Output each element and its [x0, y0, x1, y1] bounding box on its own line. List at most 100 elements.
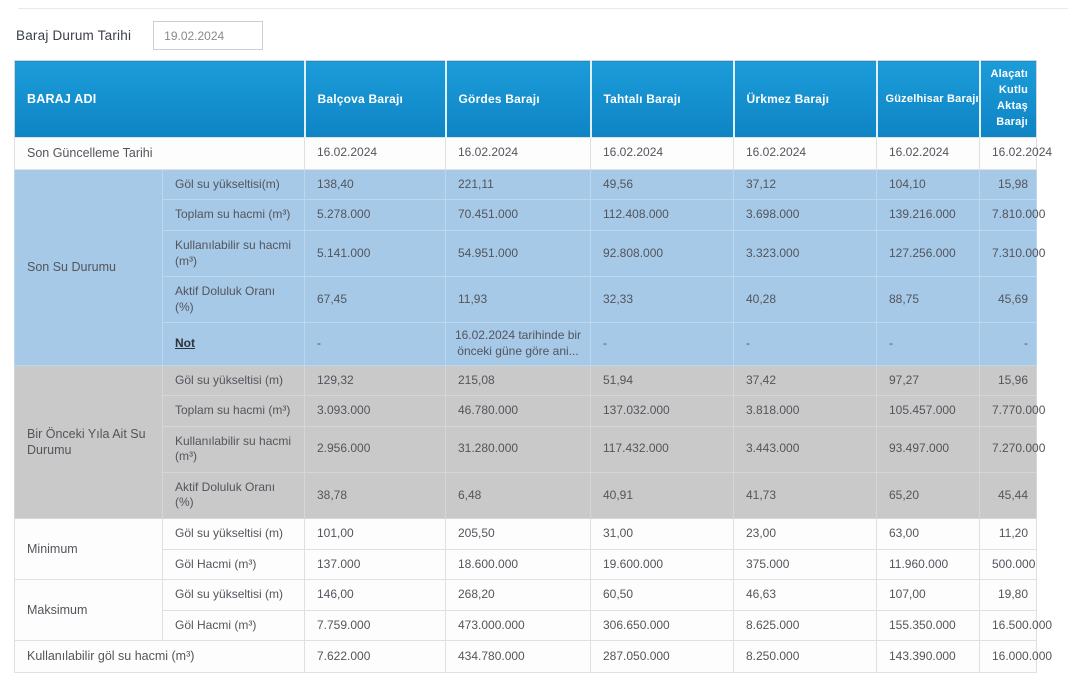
value-cell: 16.02.2024	[445, 136, 591, 170]
value-cell: 49,56	[590, 168, 734, 201]
date-filter-input[interactable]	[153, 21, 264, 50]
value-cell: 5.278.000	[304, 199, 446, 231]
section-label-minimum: Minimum	[14, 518, 163, 581]
value-cell: -	[876, 322, 980, 366]
value-cell: 8.250.000	[733, 640, 877, 673]
value-cell: 205,50	[445, 518, 591, 550]
value-cell: 137.000	[304, 548, 446, 581]
table-row: Maksimum Göl su yükseltisi (m) 146,00 26…	[14, 579, 1037, 642]
date-filter-label: Baraj Durum Tarihi	[16, 28, 132, 43]
value-cell: 287.050.000	[590, 640, 734, 673]
value-cell: 16.02.2024	[733, 136, 877, 170]
row-label: Göl su yükseltisi(m)	[162, 168, 305, 201]
column-header-balcova: Balçova Barajı	[303, 60, 446, 138]
table-row: Aktif Doluluk Oranı (%) 38,78 6,48 40,91…	[15, 471, 1037, 520]
value-cell: 6,48	[445, 471, 591, 520]
value-cell: 97,27	[876, 364, 980, 397]
table-row: Kullanılabilir göl su hacmi (m³) 7.622.0…	[14, 640, 1052, 673]
value-cell: 88,75	[876, 276, 980, 324]
row-label: Göl su yükseltisi (m)	[162, 364, 305, 397]
table-header-row: BARAJ ADI Balçova Barajı Gördes Barajı T…	[14, 60, 1037, 138]
table-row: Toplam su hacmi (m³) 5.278.000 70.451.00…	[15, 199, 1045, 231]
value-cell: 51,94	[590, 364, 734, 397]
value-cell: 19,80	[979, 579, 1037, 611]
value-cell: 11,93	[445, 276, 591, 324]
value-cell: 18.600.000	[445, 548, 591, 581]
row-label: Aktif Doluluk Oranı (%)	[162, 276, 305, 324]
value-cell: 104,10	[876, 168, 980, 201]
value-cell: 40,28	[733, 276, 877, 324]
value-cell: 112.408.000	[590, 199, 734, 231]
value-cell: 40,91	[590, 471, 734, 520]
row-label-not: Not	[162, 322, 305, 366]
value-cell: 37,12	[733, 168, 877, 201]
table-row: Kullanılabilir su hacmi (m³) 5.141.000 5…	[15, 229, 1045, 278]
table-row: Toplam su hacmi (m³) 3.093.000 46.780.00…	[15, 395, 1045, 427]
value-cell: 3.818.000	[733, 395, 877, 427]
value-cell: 67,45	[304, 276, 446, 324]
value-cell: 3.698.000	[733, 199, 877, 231]
value-cell: 268,20	[445, 579, 591, 611]
value-cell: 46.780.000	[445, 395, 591, 427]
value-cell: 23,00	[733, 518, 877, 550]
section-label-son-su-durumu: Son Su Durumu	[14, 168, 163, 366]
value-cell: 3.323.000	[733, 229, 877, 278]
value-cell: 3.443.000	[733, 425, 877, 473]
value-cell: 15,96	[979, 364, 1037, 397]
value-cell: 434.780.000	[445, 640, 591, 673]
column-header-tahtali: Tahtalı Barajı	[589, 60, 734, 138]
row-label: Son Güncelleme Tarihi	[14, 136, 305, 170]
column-header-gordes: Gördes Barajı	[444, 60, 591, 138]
value-cell: 143.390.000	[876, 640, 980, 673]
value-cell: 8.625.000	[733, 609, 877, 642]
value-cell: 45,44	[979, 471, 1037, 520]
value-cell: 138,40	[304, 168, 446, 201]
value-cell: 139.216.000	[876, 199, 980, 231]
row-label-kullanilabilir-gol: Kullanılabilir göl su hacmi (m³)	[14, 640, 305, 673]
value-cell: -	[304, 322, 446, 366]
value-cell: 473.000.000	[445, 609, 591, 642]
value-cell: 37,42	[733, 364, 877, 397]
value-cell: 2.956.000	[304, 425, 446, 473]
value-cell: 7.310.000	[979, 229, 1045, 278]
table-row: Minimum Göl su yükseltisi (m) 101,00 205…	[14, 518, 1037, 581]
table-row: Not - 16.02.2024 tarihinde bir önceki gü…	[15, 322, 1037, 366]
dam-status-page: Baraj Durum Tarihi BARAJ ADI Balçova Bar…	[0, 8, 1072, 673]
value-cell: 16.02.2024	[876, 136, 980, 170]
value-cell: 375.000	[733, 548, 877, 581]
column-header-baraj-adi: BARAJ ADI	[14, 60, 305, 138]
value-cell: 146,00	[304, 579, 446, 611]
table-row: Aktif Doluluk Oranı (%) 67,45 11,93 32,3…	[15, 276, 1037, 324]
value-cell: 7.759.000	[304, 609, 446, 642]
value-cell: 3.093.000	[304, 395, 446, 427]
table-row: Son Güncelleme Tarihi 16.02.2024 16.02.2…	[14, 136, 1052, 170]
value-cell: 16.000.000	[979, 640, 1052, 673]
table-row: Bir Önceki Yıla Ait Su Durumu Göl su yük…	[14, 364, 1037, 520]
filter-bar: Baraj Durum Tarihi	[0, 9, 1072, 60]
value-cell: 306.650.000	[590, 609, 734, 642]
value-cell: 31,00	[590, 518, 734, 550]
row-label: Toplam su hacmi (m³)	[162, 199, 305, 231]
value-cell: 16.02.2024	[304, 136, 446, 170]
value-cell: 129,32	[304, 364, 446, 397]
value-cell: 19.600.000	[590, 548, 734, 581]
row-label: Göl su yükseltisi (m)	[162, 579, 305, 611]
value-cell: 38,78	[304, 471, 446, 520]
value-cell: 11,20	[979, 518, 1037, 550]
value-cell: 105.457.000	[876, 395, 980, 427]
value-cell: -	[733, 322, 877, 366]
value-cell: 46,63	[733, 579, 877, 611]
row-label: Kullanılabilir su hacmi (m³)	[162, 425, 305, 473]
value-cell: 60,50	[590, 579, 734, 611]
table-row: Göl Hacmi (m³) 137.000 18.600.000 19.600…	[15, 548, 1037, 581]
value-cell: 107,00	[876, 579, 980, 611]
value-cell: -	[979, 322, 1037, 366]
value-cell: 7.270.000	[979, 425, 1045, 473]
value-cell: 45,69	[979, 276, 1037, 324]
value-cell: 93.497.000	[876, 425, 980, 473]
value-cell: 7.770.000	[979, 395, 1045, 427]
value-cell: 15,98	[979, 168, 1037, 201]
row-label: Toplam su hacmi (m³)	[162, 395, 305, 427]
value-cell: 16.500.000	[979, 609, 1052, 642]
not-cell-gordes[interactable]: 16.02.2024 tarihinde bir önceki güne gör…	[445, 322, 591, 366]
